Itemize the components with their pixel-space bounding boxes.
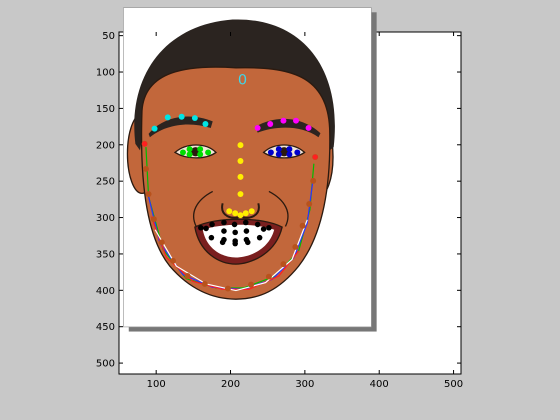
landmark-mouth: [254, 221, 261, 228]
y-tick-label: 50: [102, 31, 115, 42]
landmark-left-brow: [178, 113, 185, 120]
landmark-right-eye: [294, 149, 301, 156]
landmark-jaw: [150, 216, 157, 223]
fit-contour-3: [154, 219, 308, 292]
y-tick-label: 100: [96, 68, 115, 79]
x-tick-label: 300: [295, 379, 314, 390]
landmark-right-brow: [305, 124, 312, 131]
landmark-jaw: [310, 177, 317, 184]
landmark-jaw: [142, 165, 149, 172]
right-cheek-line: [268, 190, 289, 227]
landmark-left-eye: [186, 151, 193, 158]
landmark-left-brow: [191, 115, 198, 122]
landmark-right-eye: [275, 146, 282, 153]
right-pupil: [279, 147, 289, 157]
landmark-mouth: [221, 236, 227, 243]
landmark-mouth: [231, 221, 238, 228]
landmark-mouth: [243, 236, 250, 243]
y-tick-label: 150: [96, 104, 115, 115]
landmark-jaw: [224, 285, 231, 292]
landmark-nose: [237, 142, 244, 149]
landmark-mouth: [243, 228, 250, 234]
landmark-mouth: [232, 238, 238, 244]
hair: [134, 19, 335, 151]
landmark-right-brow: [280, 117, 287, 124]
landmark-jaw-tip: [141, 141, 148, 147]
landmark-mouth: [266, 224, 272, 231]
x-axis-ticks: 100 200 300 400 500: [147, 32, 463, 390]
image-plot: 0: [123, 7, 377, 332]
landmark-right-eye: [286, 146, 293, 153]
landmark-group: [141, 113, 319, 292]
x-tick-label: 400: [370, 379, 389, 390]
landmark-jaw: [170, 257, 177, 264]
landmark-mouth: [203, 225, 209, 232]
y-axis-ticks: 50 100 150 200 250 300 350 400 450 500: [96, 31, 461, 370]
landmark-nose: [237, 212, 244, 219]
landmark-mouth: [198, 224, 204, 231]
landmark-left-eye: [179, 149, 186, 156]
landmark-right-eye: [286, 151, 293, 158]
landmark-right-eye: [267, 149, 274, 156]
y-tick-label: 300: [96, 213, 115, 224]
landmark-left-eye: [186, 146, 193, 153]
landmark-jaw: [265, 273, 272, 280]
landmark-jaw: [145, 191, 152, 198]
y-tick-label: 500: [96, 359, 115, 370]
landmark-right-brow: [293, 117, 299, 124]
landmark-right-eye: [275, 151, 282, 158]
x-tick-label: 500: [444, 379, 463, 390]
teeth: [202, 224, 275, 258]
landmark-right-brow: [267, 121, 274, 127]
landmark-nose: [237, 158, 244, 164]
landmark-nose: [248, 208, 255, 215]
landmark-jaw: [306, 200, 313, 207]
landmark-jaw: [299, 222, 306, 229]
y-tick-label: 350: [96, 249, 115, 260]
landmark-left-eye: [197, 146, 204, 153]
landmark-mouth: [256, 234, 263, 241]
y-tick-label: 450: [96, 322, 115, 333]
landmark-mouth: [221, 219, 227, 226]
landmark-jaw: [248, 281, 255, 288]
x-tick-label: 100: [147, 379, 166, 390]
landmark-left-eye: [197, 151, 204, 158]
landmark-mouth: [242, 219, 249, 226]
landmark-left-eye: [205, 149, 212, 156]
landmark-jaw: [292, 243, 299, 250]
landmark-mouth: [209, 221, 215, 228]
y-tick-label: 400: [96, 286, 115, 297]
landmark-nose: [237, 191, 244, 198]
landmark-left-brow: [151, 125, 158, 132]
landmark-nose: [242, 210, 249, 217]
landmark-mouth: [221, 228, 227, 234]
landmark-jaw: [201, 280, 208, 287]
landmark-nose: [237, 173, 244, 180]
landmark-jaw: [184, 273, 191, 279]
annotation-label: 0: [238, 72, 247, 88]
landmark-jaw: [280, 261, 287, 268]
landmark-mouth: [232, 229, 238, 236]
left-eyebrow: [148, 116, 213, 138]
landmark-right-brow: [254, 124, 261, 131]
landmark-jaw: [158, 239, 165, 246]
landmark-jaw-tip: [312, 154, 318, 160]
landmark-mouth: [208, 234, 215, 241]
y-tick-label: 250: [96, 177, 115, 188]
landmark-nose: [226, 208, 233, 215]
landmark-left-brow: [202, 121, 209, 127]
fit-contour-2: [150, 216, 300, 290]
x-tick-label: 200: [221, 379, 240, 390]
y-tick-label: 200: [96, 140, 115, 151]
left-cheek-line: [193, 190, 214, 227]
landmark-nose: [232, 210, 239, 217]
landmark-left-brow: [164, 114, 171, 121]
landmark-mouth: [260, 226, 267, 232]
